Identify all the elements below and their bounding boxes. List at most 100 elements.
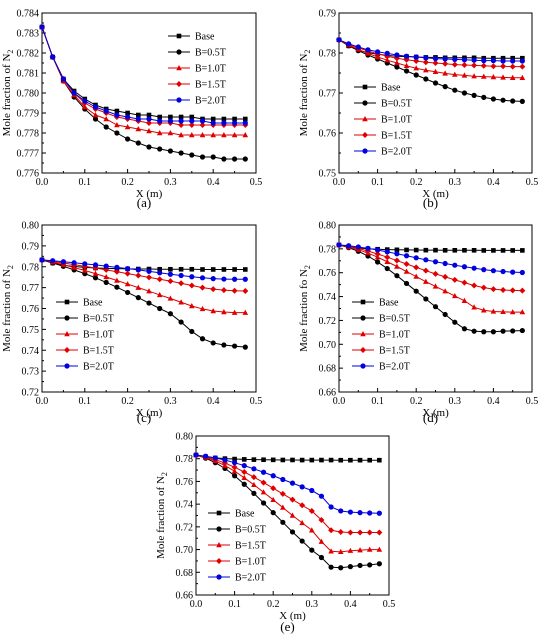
data-point-0 [243, 267, 248, 272]
data-point-4 [125, 266, 131, 272]
data-point-3 [178, 122, 185, 128]
data-point-3 [384, 254, 391, 261]
data-point-2 [423, 278, 429, 284]
x-tick-label: 0.2 [267, 599, 280, 610]
data-point-4 [461, 57, 468, 63]
data-point-2 [519, 309, 526, 315]
y-tick-label: 0.78 [319, 244, 337, 255]
data-point-1 [500, 328, 506, 334]
x-tick-label: 0.3 [449, 177, 462, 188]
data-point-0 [232, 456, 237, 462]
data-point-0 [452, 247, 458, 253]
legend-marker [216, 574, 222, 580]
data-point-1 [347, 564, 353, 570]
x-tick-label: 0.3 [164, 177, 177, 188]
data-point-2 [432, 68, 439, 74]
y-tick-label: 0.80 [22, 221, 40, 232]
y-tick-label: 0.778 [17, 129, 40, 140]
data-point-4 [338, 508, 344, 514]
data-point-1 [481, 329, 487, 335]
data-point-3 [188, 282, 195, 289]
plot-frame [338, 12, 533, 174]
data-point-4 [367, 510, 373, 516]
y-tick-label: 0.78 [22, 262, 40, 273]
data-point-0 [462, 247, 467, 253]
data-point-1 [318, 554, 325, 561]
data-point-4 [423, 257, 429, 263]
data-point-1 [92, 275, 99, 281]
data-point-4 [203, 453, 209, 459]
data-point-1 [423, 296, 429, 302]
legend-marker [64, 315, 70, 321]
data-point-1 [210, 154, 216, 160]
data-point-1 [471, 92, 477, 98]
data-point-4 [212, 455, 218, 461]
data-point-0 [114, 108, 120, 114]
data-point-3 [135, 272, 142, 279]
legend-marker [176, 81, 182, 87]
data-point-1 [299, 538, 305, 544]
data-point-3 [480, 62, 487, 69]
data-point-4 [442, 260, 448, 267]
data-point-4 [490, 268, 496, 274]
data-point-3 [480, 284, 487, 291]
data-point-0 [178, 114, 184, 120]
data-point-2 [394, 263, 400, 269]
legend-label: B=1.0T [379, 330, 410, 341]
y-tick-label: 0.68 [176, 568, 194, 579]
data-point-0 [251, 457, 257, 462]
data-point-4 [135, 116, 141, 122]
data-point-1 [432, 80, 439, 86]
data-point-3 [422, 59, 429, 66]
y-tick-label: 0.781 [17, 69, 40, 80]
data-point-3 [393, 257, 400, 264]
data-point-2 [231, 132, 238, 138]
data-point-1 [452, 319, 458, 325]
data-point-0 [232, 116, 237, 122]
y-axis-label-text: Mole fraction of N [1, 54, 13, 137]
data-point-2 [480, 307, 487, 313]
data-point-2 [318, 538, 325, 544]
data-point-3 [451, 276, 458, 283]
data-point-2 [92, 112, 99, 118]
data-point-0 [394, 247, 400, 253]
data-point-4 [519, 58, 525, 64]
data-point-1 [232, 156, 238, 162]
series-line-4 [41, 26, 246, 124]
legend-marker [360, 363, 366, 369]
chart-panel-2: 0.0 0.1 0.2 0.3 0.4 0.5 0.72 0.73 0.74 0.75 0.76 0.… [1, 221, 262, 426]
data-point-4 [471, 265, 477, 271]
data-point-3 [509, 63, 516, 70]
panel-label: (c) [137, 410, 151, 425]
x-tick-label: 0.5 [526, 177, 539, 188]
data-point-1 [125, 289, 131, 296]
data-point-4 [157, 270, 163, 276]
data-point-4 [71, 260, 77, 266]
data-point-4 [461, 264, 468, 270]
data-point-2 [135, 284, 142, 290]
data-point-1 [471, 328, 477, 334]
data-point-4 [135, 267, 141, 273]
data-point-1 [232, 343, 238, 349]
y-tick-label: 0.70 [319, 340, 337, 351]
data-point-2 [509, 309, 516, 315]
data-point-4 [60, 76, 66, 82]
data-point-1 [189, 328, 195, 335]
data-point-1 [146, 300, 152, 306]
legend-marker [64, 363, 70, 369]
data-point-0 [146, 112, 152, 118]
data-point-3 [231, 287, 238, 294]
data-point-0 [319, 457, 324, 463]
y-tick-label: 0.780 [17, 89, 40, 100]
data-point-4 [210, 120, 216, 126]
data-point-4 [432, 56, 439, 62]
data-point-4 [442, 56, 448, 62]
data-point-0 [442, 247, 448, 253]
legend-label: Base [235, 509, 255, 520]
data-point-3 [490, 63, 497, 70]
data-point-0 [232, 267, 237, 272]
data-point-2 [384, 258, 391, 264]
data-point-4 [452, 262, 458, 268]
data-point-4 [384, 249, 390, 255]
y-axis-label: Mole fraction fo N2 [298, 265, 312, 352]
